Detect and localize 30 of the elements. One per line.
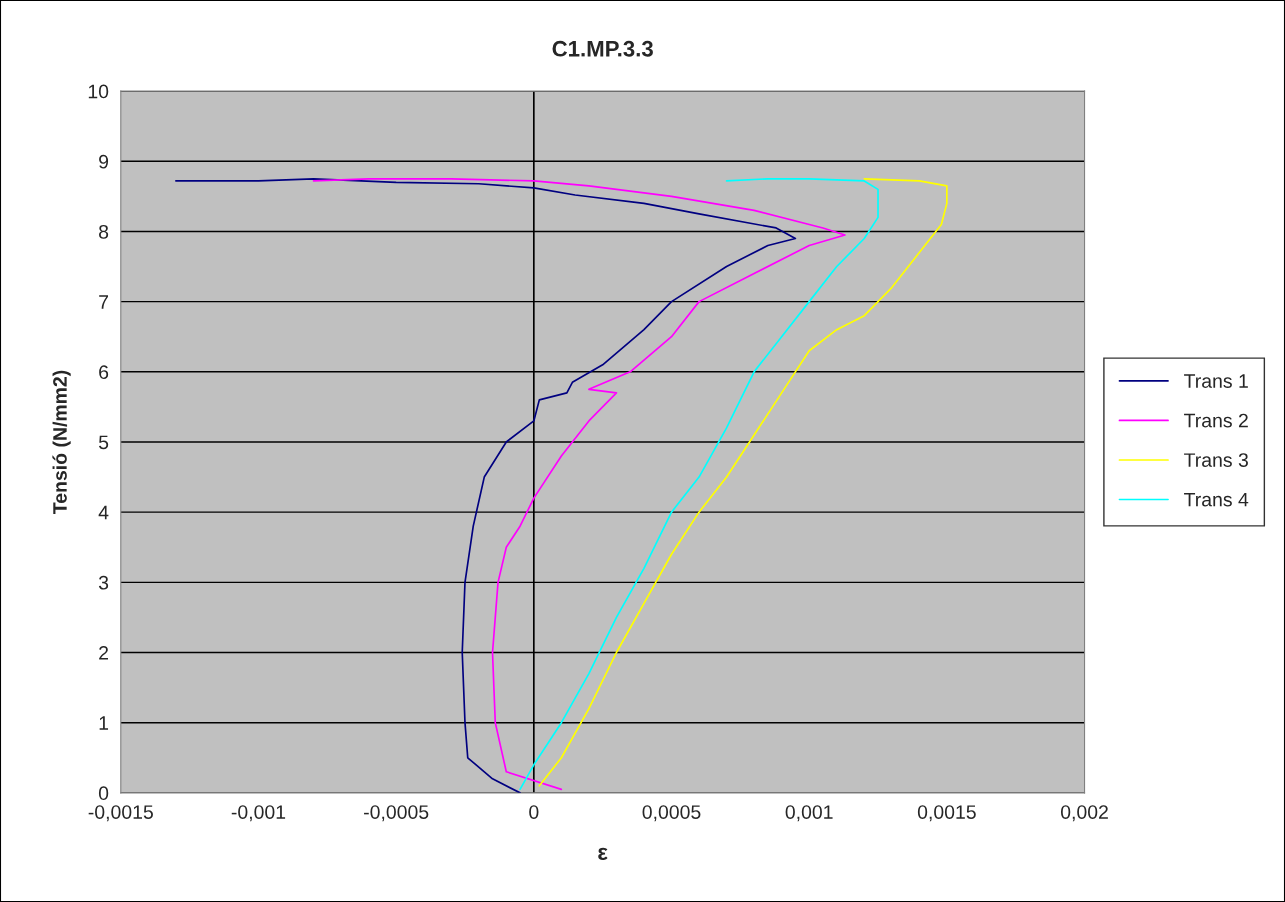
legend-label: Trans 4 — [1184, 492, 1249, 507]
line-series — [538, 177, 948, 787]
x-tick-label: 0,002 — [1060, 805, 1108, 822]
line-series — [175, 177, 797, 793]
line-series — [312, 177, 846, 791]
y-tick-label: 0 — [98, 786, 109, 801]
y-tick-label: 3 — [98, 575, 109, 590]
x-tick-label: 0,001 — [785, 805, 833, 822]
y-tick-label: 4 — [98, 505, 109, 520]
x-tick-label: 0 — [529, 805, 539, 819]
y-tick-label: 10 — [88, 84, 109, 99]
x-axis-title: ε — [598, 847, 608, 860]
legend-label: Trans 2 — [1184, 413, 1248, 428]
y-axis-title: Tensió (N/mm2) — [52, 370, 71, 514]
y-tick-label: 1 — [99, 716, 109, 730]
legend-label: Trans 3 — [1184, 453, 1248, 467]
line-series — [519, 177, 879, 791]
y-tick-label: 9 — [99, 154, 109, 169]
x-tick-label: 0,0015 — [917, 805, 976, 822]
y-tick-label: 2 — [99, 645, 109, 660]
x-tick-label: -0,0015 — [88, 805, 153, 822]
y-tick-label: 6 — [99, 365, 109, 380]
y-tick-label: 7 — [99, 295, 109, 309]
y-tick-label: 5 — [98, 435, 109, 450]
legend-label: Trans 1 — [1184, 374, 1248, 388]
x-tick-label: -0,001 — [231, 805, 286, 822]
x-tick-label: -0,0005 — [364, 805, 429, 822]
chart-title: C1.MP.3.3 — [552, 40, 653, 57]
x-tick-label: 0,0005 — [642, 805, 701, 822]
y-tick-label: 8 — [99, 224, 109, 239]
